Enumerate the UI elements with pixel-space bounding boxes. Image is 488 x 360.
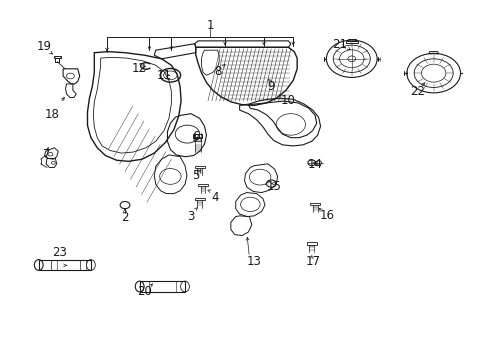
Text: 12: 12	[132, 62, 147, 75]
Text: 7: 7	[43, 148, 51, 161]
Text: 10: 10	[281, 94, 295, 107]
Text: 6: 6	[192, 130, 199, 143]
Text: 17: 17	[305, 255, 320, 268]
Text: 20: 20	[137, 285, 152, 298]
Text: 8: 8	[214, 65, 221, 78]
Text: 11: 11	[156, 69, 171, 82]
Text: 23: 23	[52, 246, 66, 259]
Circle shape	[347, 56, 355, 62]
Text: 3: 3	[187, 210, 194, 223]
Text: 13: 13	[246, 255, 261, 268]
Text: 19: 19	[37, 40, 52, 53]
Text: 18: 18	[44, 108, 59, 121]
Text: 9: 9	[267, 80, 275, 93]
Text: 5: 5	[192, 169, 199, 182]
Text: 2: 2	[121, 211, 128, 224]
Text: 21: 21	[331, 38, 346, 51]
Text: 22: 22	[409, 85, 424, 98]
Text: 14: 14	[307, 158, 322, 171]
Text: 15: 15	[266, 180, 281, 193]
Text: 1: 1	[206, 19, 214, 32]
Text: 16: 16	[319, 209, 334, 222]
Text: 4: 4	[211, 191, 219, 204]
